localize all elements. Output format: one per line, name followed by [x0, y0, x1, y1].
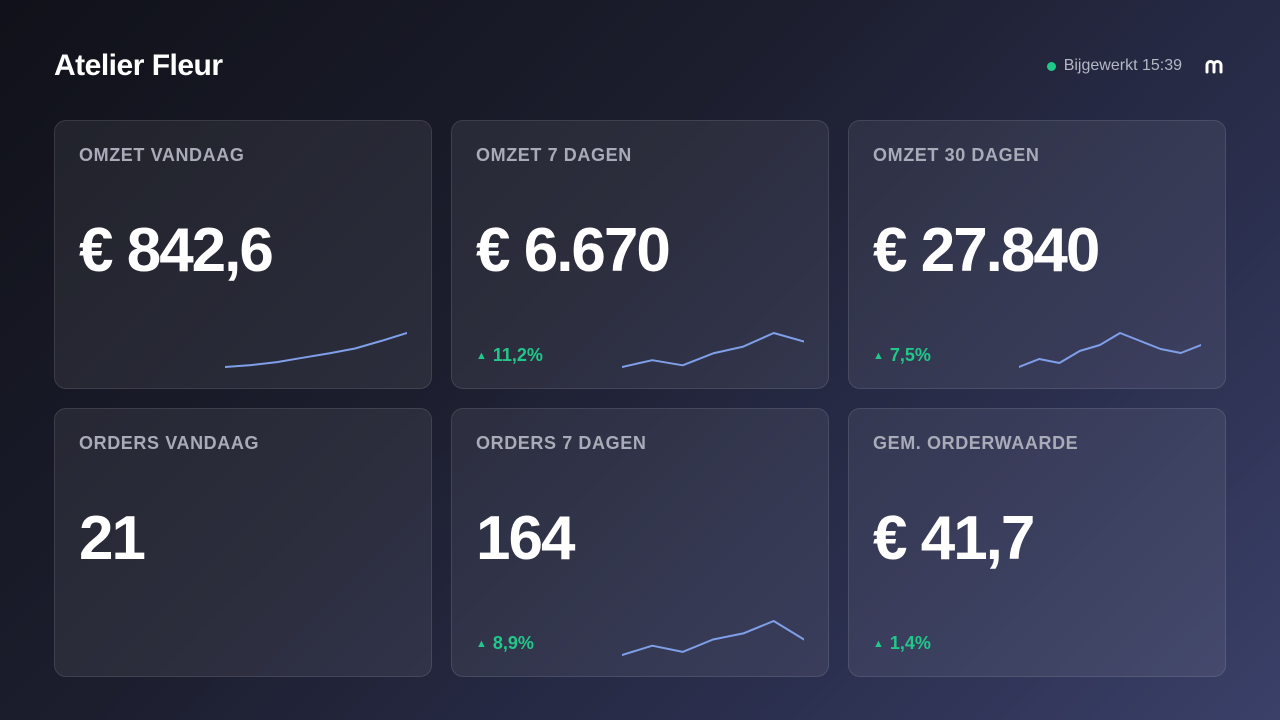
- page-title: Atelier Fleur: [54, 49, 223, 82]
- sparkline-series: [1019, 332, 1201, 368]
- kpi-card-orders-7-dagen: ORDERS 7 DAGEN 164 ▲ 8,9%: [451, 408, 829, 677]
- sparkline-chart: [225, 332, 407, 368]
- status-dot-icon: [1046, 61, 1056, 71]
- arrow-up-icon: ▲: [476, 349, 487, 362]
- arrow-up-icon: ▲: [873, 637, 884, 650]
- kpi-card-orders-vandaag: ORDERS VANDAAG 21: [54, 408, 432, 677]
- change-indicator: ▲ 1,4%: [873, 633, 931, 654]
- arrow-up-icon: ▲: [873, 349, 884, 362]
- change-value: 7,5%: [889, 345, 931, 365]
- card-label: OMZET 7 DAGEN: [476, 145, 632, 165]
- change-value: 8,9%: [492, 633, 534, 653]
- kpi-card-gem-orderwaarde: GEM. ORDERWAARDE € 41,7 ▲ 1,4%: [848, 408, 1226, 677]
- kpi-card-omzet-30-dagen: OMZET 30 DAGEN € 27.840 ▲ 7,5%: [848, 120, 1226, 389]
- sparkline-series: [622, 620, 804, 656]
- card-label: OMZET VANDAAG: [79, 145, 245, 165]
- status-area: Bijgewerkt 15:39: [1046, 57, 1226, 75]
- status-text: Bijgewerkt 15:39: [1063, 57, 1182, 74]
- header: Atelier Fleur Bijgewerkt 15:39: [54, 44, 1226, 88]
- m-logo-icon: [1204, 58, 1226, 74]
- card-value: 21: [79, 504, 146, 573]
- kpi-grid: OMZET VANDAAG € 842,6 OMZET 7 DAGEN € 6.…: [54, 120, 1226, 677]
- change-indicator: ▲ 11,2%: [476, 345, 543, 366]
- sparkline-chart: [622, 620, 804, 656]
- change-indicator: ▲ 8,9%: [476, 633, 534, 654]
- card-value: € 842,6: [79, 216, 274, 285]
- card-label: OMZET 30 DAGEN: [873, 145, 1040, 165]
- arrow-up-icon: ▲: [476, 637, 487, 650]
- card-value: € 27.840: [873, 216, 1100, 285]
- change-value: 11,2%: [492, 345, 543, 365]
- card-label: ORDERS VANDAAG: [79, 433, 260, 453]
- change-value: 1,4%: [889, 633, 931, 653]
- card-value: € 6.670: [476, 216, 671, 285]
- change-indicator: ▲ 7,5%: [873, 345, 931, 366]
- card-value: € 41,7: [873, 504, 1035, 573]
- sparkline-series: [225, 332, 407, 368]
- kpi-card-omzet-vandaag: OMZET VANDAAG € 842,6: [54, 120, 432, 389]
- card-label: ORDERS 7 DAGEN: [476, 433, 647, 453]
- card-label: GEM. ORDERWAARDE: [873, 433, 1079, 453]
- sparkline-series: [622, 332, 804, 368]
- sparkline-chart: [1019, 332, 1201, 368]
- sparkline-chart: [622, 332, 804, 368]
- card-value: 164: [476, 504, 575, 573]
- kpi-card-omzet-7-dagen: OMZET 7 DAGEN € 6.670 ▲ 11,2%: [451, 120, 829, 389]
